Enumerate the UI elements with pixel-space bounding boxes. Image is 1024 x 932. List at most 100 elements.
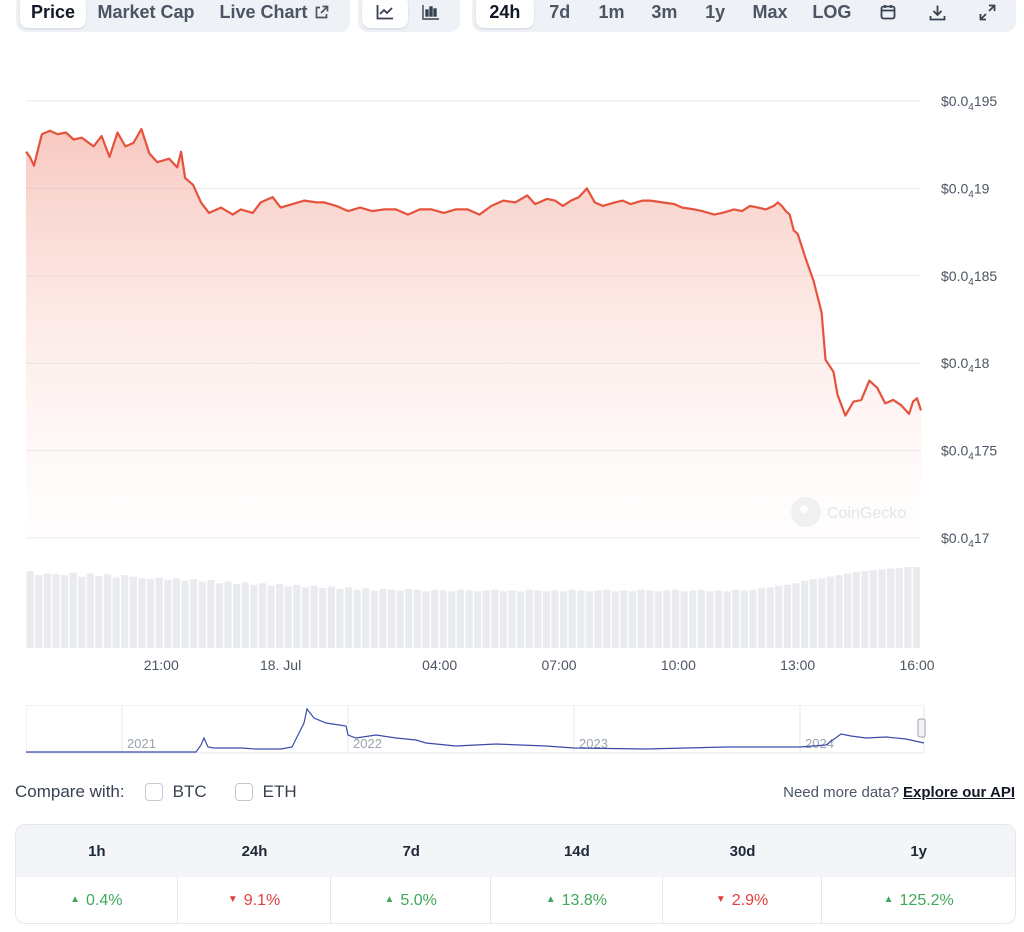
range-1y-button[interactable]: 1y [705,1,726,22]
volume-bar [689,590,697,648]
caret-up-icon: ▲ [70,894,81,905]
volume-bar [310,585,318,648]
volume-bar [534,590,542,648]
header-24h: 24h [241,842,268,860]
volume-bar [52,574,60,648]
compare-eth-checkbox[interactable] [234,783,253,801]
range-max-button[interactable]: Max [752,1,788,22]
caret-up-icon: ▲ [883,894,894,905]
range-navigator[interactable]: 2021 2022 2023 2024 [26,705,926,755]
line-chart-button[interactable] [362,0,408,28]
line-chart-icon [376,4,394,20]
caret-down-icon: ▼ [715,894,726,905]
x-tick-label: 04:00 [422,657,457,673]
volume-bar [757,588,766,648]
volume-bar [413,589,421,648]
volume-bar [129,576,137,648]
chart-type-tabs: Price Market Cap Live Chart [16,0,350,32]
volume-bar [637,589,645,648]
x-tick-label: 18. Jul [260,657,301,673]
tab-market-cap[interactable]: Market Cap [97,1,195,22]
volume-bar [172,578,181,648]
compare-label: Compare with: [15,782,125,801]
volume-bar [181,580,189,648]
volume-bar [430,589,439,648]
volume-bar [344,587,353,648]
caret-down-icon: ▼ [227,894,238,905]
price-line [25,127,923,417]
range-1m-button[interactable]: 1m [598,1,625,22]
fullscreen-button[interactable] [962,0,1012,28]
volume-bar [69,572,77,648]
navigator-series [26,707,925,753]
compare-btc-checkbox[interactable] [144,783,163,801]
range-7d-button[interactable]: 7d [549,1,571,22]
volume-bar [723,591,731,648]
volume-bar [585,591,594,648]
compare-btc-label[interactable]: BTC [172,782,207,801]
compare-eth-label[interactable]: ETH [262,782,297,801]
volume-bar [491,589,499,648]
volume-bar [680,591,688,648]
volume-bar [801,580,809,648]
volume-bar [190,579,198,648]
header-7d: 7d [402,842,420,860]
volume-bar [603,589,611,648]
y-tick-label: $0.0419 [941,180,990,200]
header-30d: 30d [729,842,756,860]
navigator-handle[interactable] [917,718,926,738]
volume-bar [112,577,120,648]
volume-bar [706,591,714,648]
volume-bar [861,571,869,648]
tab-live-chart[interactable]: Live Chart [206,0,342,28]
volume-bar [465,590,473,648]
volume-bar [714,590,723,648]
volume-bar [542,591,551,648]
volume-bar [276,584,284,648]
volume-bar [267,585,275,648]
volume-bar [663,590,671,648]
range-3m-button[interactable]: 3m [651,1,678,22]
volume-bar [551,590,559,648]
volume-bar [654,591,662,648]
volume-bar [362,588,370,648]
volume-bar [620,590,628,648]
change-24h-value: 9.1% [243,891,281,909]
x-tick-label: 13:00 [780,657,815,673]
tab-price[interactable]: Price [20,0,86,28]
volume-bar [164,579,172,648]
candlestick-button[interactable] [408,0,454,28]
volume-bar [628,591,637,648]
volume-bar [749,589,757,648]
change-30d: ▼ 2.9% [663,877,823,923]
volume-bar [697,589,705,648]
price-chart[interactable]: $0.04195 $0.0419 $0.04185 $0.0418 $0.04175 $0… [0,60,1024,680]
calendar-button[interactable] [863,0,913,28]
download-icon [929,4,946,21]
change-1h-value: 0.4% [86,891,123,909]
volume-bar [499,591,508,648]
change-1y: ▲ 125.2% [822,877,1015,923]
y-axis-labels: $0.04195 $0.0419 $0.04185 $0.0418 $0.04175 $0… [941,93,997,550]
navigator-year-2022: 2022 [353,736,382,751]
download-button[interactable] [913,0,963,28]
header-1h: 1h [88,842,106,860]
volume-bar [766,587,774,648]
volume-bar [456,589,464,648]
x-tick-label: 16:00 [899,657,934,673]
volume-bar [740,590,748,648]
change-24h: ▼ 9.1% [178,877,332,923]
volume-bar [887,568,895,648]
change-1h: ▲ 0.4% [16,877,178,923]
explore-api-link[interactable]: Explore our API [903,784,1015,801]
range-24h-button[interactable]: 24h [476,0,534,28]
volume-bar [387,589,396,648]
volume-bar [336,588,344,648]
log-scale-button[interactable]: LOG [812,1,852,22]
volume-bar [895,567,903,648]
x-tick-label: 21:00 [144,657,179,673]
coingecko-logo-eye [800,505,808,513]
volume-bar [207,579,215,648]
navigator-frame [26,705,925,754]
volume-bar [233,584,241,648]
